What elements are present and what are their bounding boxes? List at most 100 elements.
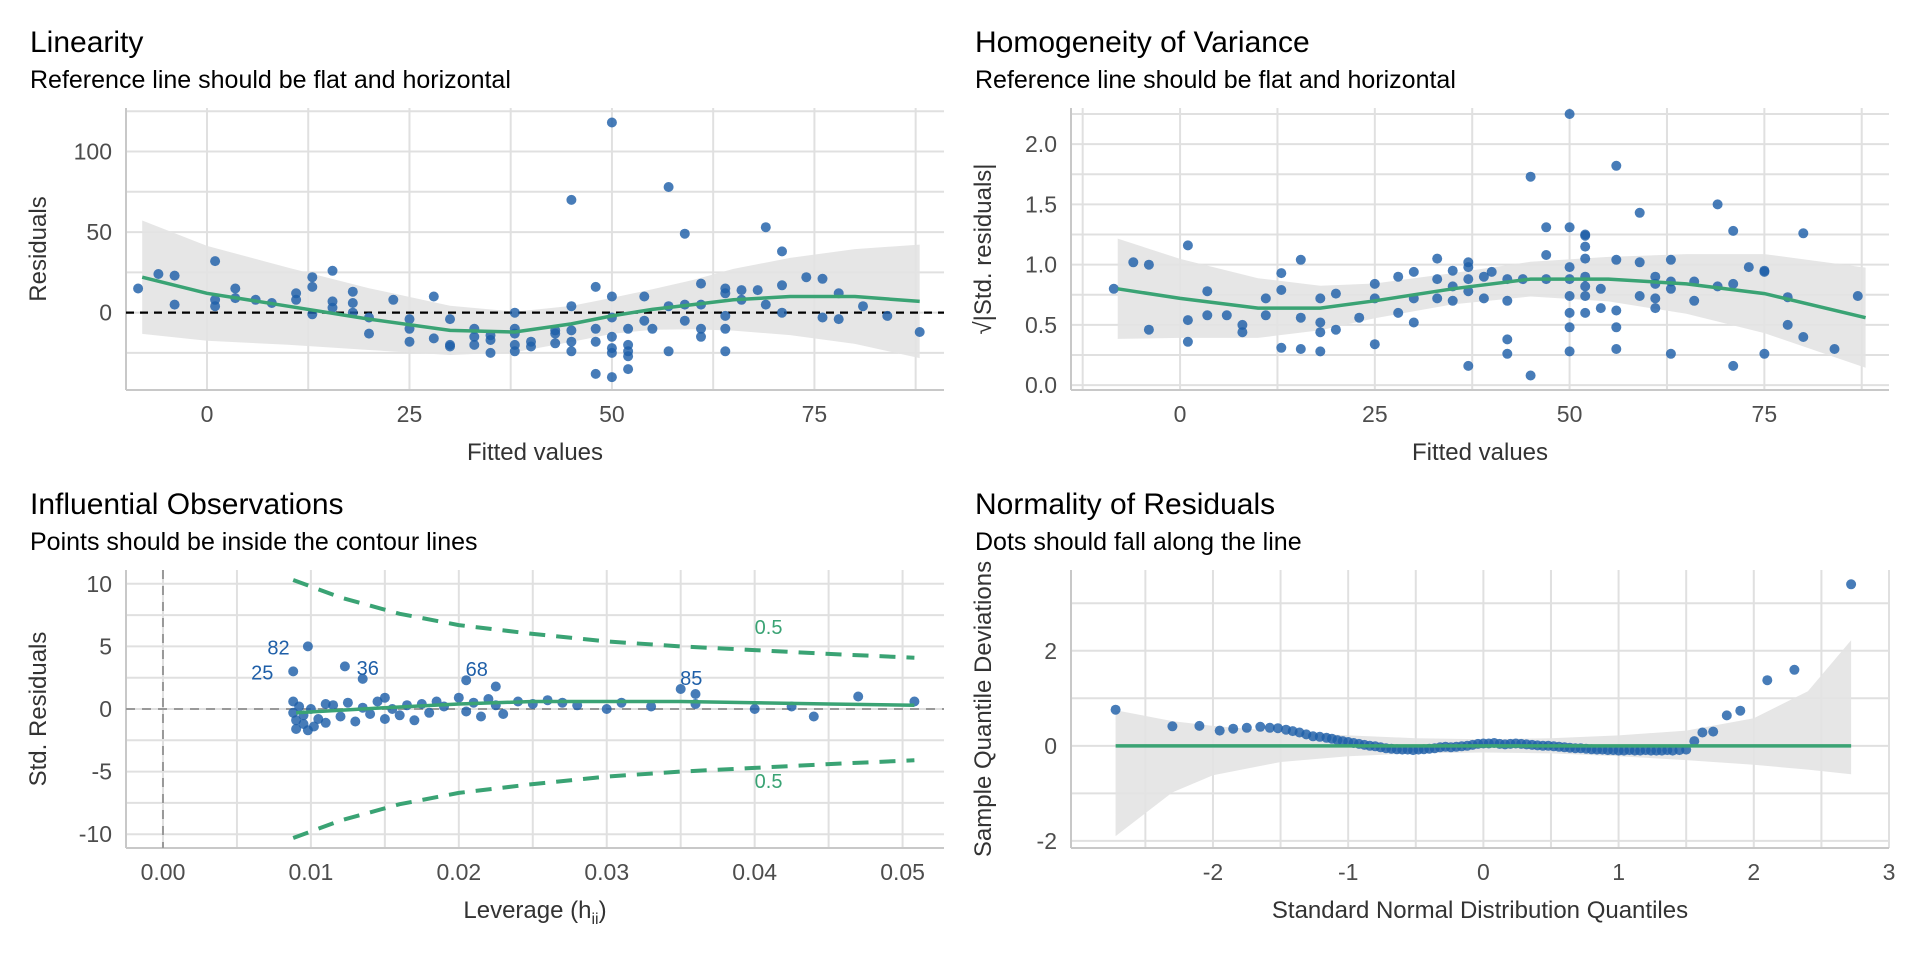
data-point xyxy=(320,699,331,709)
influential-panel: Influential Observations Points should b… xyxy=(0,462,960,942)
data-point xyxy=(1276,285,1287,295)
data-point xyxy=(1295,312,1306,323)
confidence-ribbon xyxy=(1115,640,1852,837)
y-tick-label: -10 xyxy=(79,821,112,847)
data-point xyxy=(1689,295,1700,306)
data-point xyxy=(153,269,164,279)
data-point xyxy=(445,314,455,325)
data-point xyxy=(288,666,299,677)
data-point xyxy=(749,704,760,714)
x-tick-label: 0.00 xyxy=(141,859,186,885)
data-point xyxy=(1237,327,1248,338)
data-point xyxy=(1708,726,1719,737)
data-point xyxy=(428,333,439,344)
x-axis-title: Standard Normal Distribution Quantiles xyxy=(1272,897,1688,924)
data-point xyxy=(1182,240,1193,251)
normality-subtitle: Dots should fall along the line xyxy=(975,528,1302,556)
x-tick-label: 1 xyxy=(1612,859,1625,885)
data-point xyxy=(1798,332,1809,342)
data-point xyxy=(1580,281,1591,292)
data-point xyxy=(1143,324,1154,335)
data-point xyxy=(424,707,435,718)
data-point xyxy=(1432,274,1443,285)
data-point xyxy=(1580,307,1591,318)
data-point xyxy=(1315,293,1326,304)
data-point xyxy=(1611,254,1622,265)
data-point xyxy=(1595,303,1606,314)
y-tick-label: 0.5 xyxy=(1025,312,1057,338)
x-tick-label: 0 xyxy=(201,401,214,427)
data-point xyxy=(601,704,612,714)
x-tick-label: 0.04 xyxy=(732,859,777,885)
data-point xyxy=(606,291,617,302)
data-point xyxy=(1463,262,1474,273)
data-point xyxy=(327,265,338,276)
data-point xyxy=(606,331,617,342)
data-point xyxy=(1432,253,1443,264)
data-point xyxy=(1182,336,1193,347)
point-label: 85 xyxy=(680,668,702,690)
data-point xyxy=(1502,334,1513,345)
homogeneity-panel: Homogeneity of Variance Reference line s… xyxy=(945,0,1905,480)
data-point xyxy=(1634,291,1645,301)
data-point xyxy=(1214,725,1225,736)
data-point xyxy=(1564,262,1575,273)
data-point xyxy=(623,323,634,334)
data-point xyxy=(526,341,536,352)
cook-contour-lower xyxy=(292,758,915,840)
contour-label-lower: 0.5 xyxy=(755,771,783,793)
x-axis-title: Fitted values xyxy=(467,439,603,466)
data-point xyxy=(566,336,577,347)
data-point xyxy=(914,327,925,337)
data-point xyxy=(320,717,331,728)
data-point xyxy=(1330,324,1341,335)
data-point xyxy=(1650,293,1661,304)
data-point xyxy=(485,347,496,358)
data-point xyxy=(1712,199,1723,210)
data-point xyxy=(1255,721,1266,732)
y-tick-label: 2 xyxy=(1044,638,1057,664)
data-point xyxy=(485,335,496,345)
cook-contour-upper xyxy=(292,578,915,660)
homogeneity-plot: 0 25 50 75 0.0 0.5 1.0 1.5 2.0 Fitted values √|Std… xyxy=(970,108,1889,466)
x-tick-label: 2 xyxy=(1747,859,1760,885)
data-point xyxy=(469,339,480,350)
data-point xyxy=(647,323,658,334)
data-point xyxy=(365,709,376,719)
influential-title: Influential Observations xyxy=(30,488,344,521)
data-point xyxy=(1728,225,1739,236)
normality-panel: Normality of Residuals Dots should fall … xyxy=(945,462,1905,942)
data-point xyxy=(394,710,405,721)
data-point xyxy=(1276,342,1287,353)
data-point xyxy=(1789,664,1800,675)
data-point xyxy=(1108,283,1119,294)
data-point xyxy=(1369,339,1380,350)
data-point xyxy=(1564,346,1575,357)
x-tick-label: 0.03 xyxy=(584,859,629,885)
data-point xyxy=(388,294,399,305)
linearity-panel: Linearity Reference line should be flat … xyxy=(0,0,960,480)
data-point xyxy=(1228,723,1239,734)
data-point xyxy=(1408,266,1419,277)
data-point xyxy=(663,346,674,357)
data-point xyxy=(313,714,324,724)
data-point xyxy=(1241,722,1252,733)
data-point xyxy=(760,299,771,310)
data-point xyxy=(308,721,319,732)
data-point xyxy=(1798,228,1809,239)
influential-subtitle: Points should be inside the contour line… xyxy=(30,528,478,556)
data-point xyxy=(639,291,650,302)
data-point xyxy=(777,307,787,318)
data-point xyxy=(566,325,577,336)
data-point xyxy=(327,302,338,313)
data-point xyxy=(1315,317,1326,328)
data-point xyxy=(1408,317,1419,328)
data-point xyxy=(1665,254,1676,265)
data-point xyxy=(169,299,180,310)
data-point xyxy=(1194,720,1205,731)
data-point xyxy=(736,285,747,296)
data-point xyxy=(1110,704,1121,715)
homogeneity-title: Homogeneity of Variance xyxy=(975,26,1310,59)
data-point xyxy=(476,711,486,722)
data-point xyxy=(404,314,415,325)
